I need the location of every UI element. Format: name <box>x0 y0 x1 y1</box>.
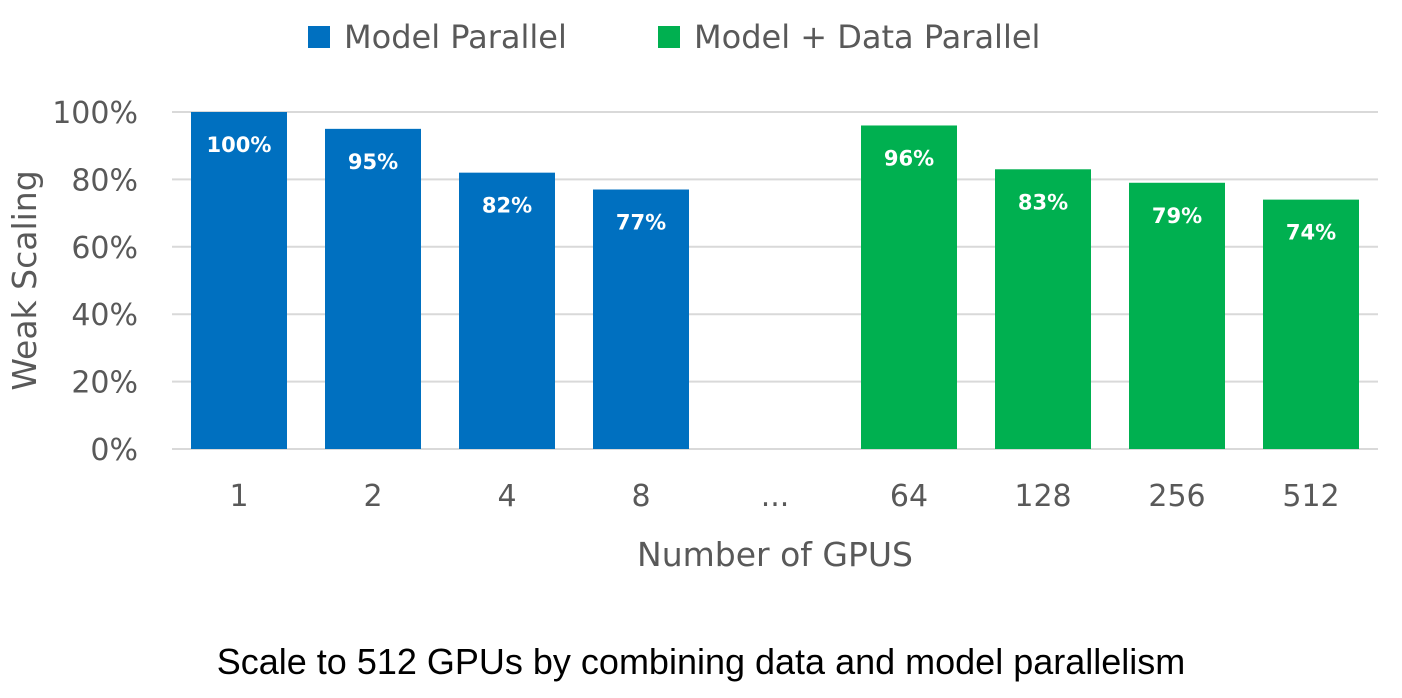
x-tick-label: 8 <box>631 479 650 514</box>
bar <box>325 128 421 449</box>
bar-value-label: 77% <box>616 211 666 235</box>
y-axis-title: Weak Scaling <box>5 170 44 390</box>
y-tick-label: 40% <box>71 298 138 333</box>
bar-value-label: 100% <box>207 133 272 157</box>
bar <box>191 112 287 449</box>
x-tick-label: 4 <box>497 479 516 514</box>
legend-swatch <box>658 26 680 48</box>
bar <box>861 125 957 449</box>
bar-value-label: 95% <box>348 150 398 174</box>
x-axis-title: Number of GPUS <box>637 535 913 574</box>
bar <box>1129 182 1225 449</box>
x-tick-label: 512 <box>1282 479 1339 514</box>
y-tick-label: 0% <box>90 433 138 468</box>
x-tick-label: 1 <box>229 479 248 514</box>
x-tick-label: 256 <box>1148 479 1205 514</box>
figure-caption: Scale to 512 GPUs by combining data and … <box>216 641 1186 682</box>
bar <box>459 172 555 449</box>
y-tick-label: 100% <box>52 96 138 131</box>
x-tick-label: ... <box>761 479 790 514</box>
legend-label: Model Parallel <box>344 18 567 56</box>
legend-swatch <box>308 26 330 48</box>
bar-value-label: 74% <box>1286 221 1336 245</box>
bar-value-label: 82% <box>482 194 532 218</box>
bar-value-label: 83% <box>1018 190 1068 214</box>
x-tick-label: 2 <box>363 479 382 514</box>
bar <box>995 169 1091 450</box>
x-tick-label: 64 <box>890 479 928 514</box>
bar <box>593 189 689 449</box>
bar <box>1263 199 1359 449</box>
weak-scaling-chart: 0% 20% 40% 60% 80% 100% 100% 95% 82% 77% 96% 83% 79%… <box>5 18 1378 574</box>
y-tick-label: 80% <box>71 163 138 198</box>
legend-label: Model + Data Parallel <box>694 18 1040 56</box>
y-tick-label: 20% <box>71 366 138 401</box>
bar-value-label: 96% <box>884 146 934 170</box>
bar-value-label: 79% <box>1152 204 1202 228</box>
x-tick-label: 128 <box>1014 479 1071 514</box>
y-tick-label: 60% <box>71 231 138 266</box>
